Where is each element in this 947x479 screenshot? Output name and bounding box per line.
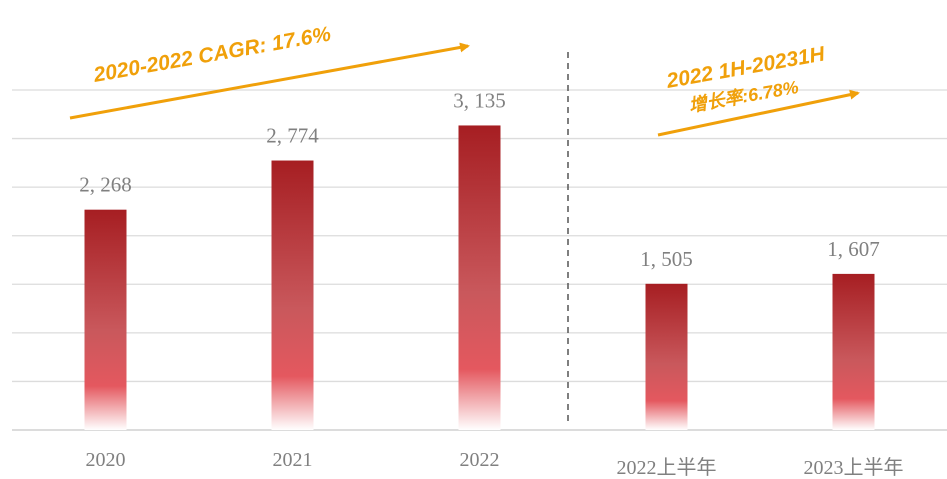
bar [458, 125, 501, 430]
value-label: 3, 135 [453, 88, 506, 112]
bar [832, 273, 875, 430]
bar [84, 209, 127, 430]
value-label: 1, 607 [827, 237, 880, 261]
value-label: 1, 505 [640, 247, 693, 271]
x-tick-label: 2021 [273, 449, 313, 471]
value-label: 2, 268 [79, 173, 132, 197]
x-tick-label: 2022上半年 [617, 456, 717, 479]
arrow [69, 42, 470, 120]
x-tick-label: 2020 [86, 449, 126, 471]
value-label: 2, 774 [266, 124, 319, 148]
bar [645, 283, 688, 430]
x-tick-label: 2023上半年 [804, 456, 904, 479]
bar [271, 160, 314, 431]
arrow [657, 89, 860, 137]
x-tick-label: 2022 [460, 449, 500, 471]
